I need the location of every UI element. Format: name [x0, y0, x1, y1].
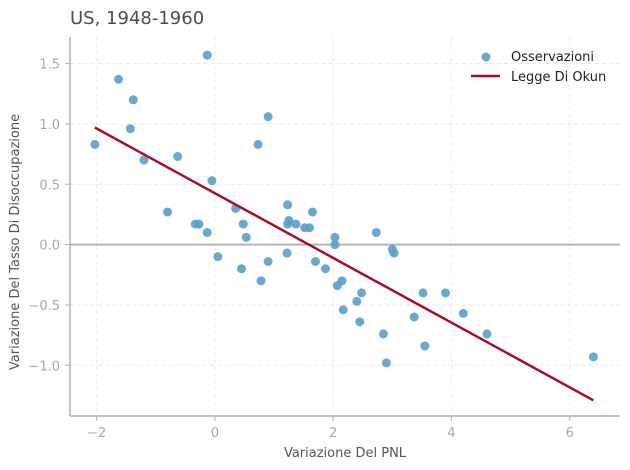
scatter-point	[458, 308, 468, 318]
scatter-point	[113, 74, 123, 84]
scatter-point	[125, 124, 135, 134]
scatter-point	[194, 219, 204, 229]
scatter-point	[378, 329, 388, 339]
scatter-point	[237, 264, 247, 274]
scatter-point	[207, 176, 217, 186]
legend-label-observations: Osservazioni	[511, 50, 594, 65]
scatter-point	[381, 358, 391, 368]
x-tick-label: 4	[447, 426, 455, 441]
scatter-point	[420, 341, 430, 351]
x-tick-label: 2	[329, 426, 337, 441]
scatter-point	[173, 151, 183, 161]
x-axis-label: Variazione Del PNL	[284, 446, 407, 461]
chart-title: US, 1948-1960	[70, 8, 204, 29]
scatter-point	[307, 207, 317, 217]
scatter-point	[291, 219, 301, 229]
scatter-point	[305, 223, 315, 233]
scatter-point	[202, 50, 212, 60]
scatter-point	[338, 305, 348, 315]
scatter-point	[588, 352, 598, 362]
y-tick-label: 0.0	[39, 239, 60, 254]
okun-law-line	[94, 126, 594, 402]
x-tick-label: 6	[566, 426, 574, 441]
grid	[70, 37, 620, 416]
y-tick-label: 1.5	[39, 58, 60, 73]
scatter-point	[371, 228, 381, 238]
scatter-points	[90, 50, 598, 368]
y-tick-label: 0.5	[39, 178, 60, 193]
legend-label-okun-line: Legge Di Okun	[511, 70, 606, 85]
tick-labels: −2 0 2 4 6 −1.0 −0.5 0.0 0.5 1.0 1.5	[28, 58, 573, 441]
scatter-point	[337, 276, 347, 286]
scatter-point	[418, 288, 428, 298]
scatter-point	[310, 257, 320, 267]
x-tick-label: 0	[211, 426, 219, 441]
scatter-point	[139, 155, 149, 165]
scatter-point	[283, 219, 293, 229]
scatter-point	[253, 139, 263, 149]
scatter-point	[320, 264, 330, 274]
scatter-point	[241, 232, 251, 242]
scatter-point	[238, 219, 248, 229]
scatter-point	[330, 232, 340, 242]
scatter-point	[263, 112, 273, 122]
y-tick-label: −0.5	[28, 299, 60, 314]
scatter-point	[283, 200, 293, 210]
legend: Osservazioni Legge Di Okun	[471, 50, 606, 85]
scatter-point	[357, 288, 367, 298]
scatter-point	[441, 288, 451, 298]
scatter-point	[355, 317, 365, 327]
scatter-point	[256, 276, 266, 286]
axes	[69, 37, 620, 417]
scatter-point	[389, 248, 399, 258]
x-tick-label: −2	[87, 426, 106, 441]
y-axis-label: Variazione Del Tasso Di Disoccupazione	[8, 114, 23, 370]
scatter-point	[330, 240, 340, 250]
scatter-point	[202, 228, 212, 238]
scatter-point	[128, 95, 138, 105]
y-tick-label: −1.0	[28, 359, 60, 374]
y-tick-label: 1.0	[39, 118, 60, 133]
scatter-point	[352, 296, 362, 306]
legend-marker-observations	[481, 52, 491, 62]
scatter-point	[263, 257, 273, 267]
scatter-point	[213, 252, 223, 262]
scatter-point	[90, 139, 100, 149]
scatter-point	[409, 312, 419, 322]
scatter-point	[482, 329, 492, 339]
scatter-point	[282, 248, 292, 258]
scatter-point	[163, 207, 173, 217]
